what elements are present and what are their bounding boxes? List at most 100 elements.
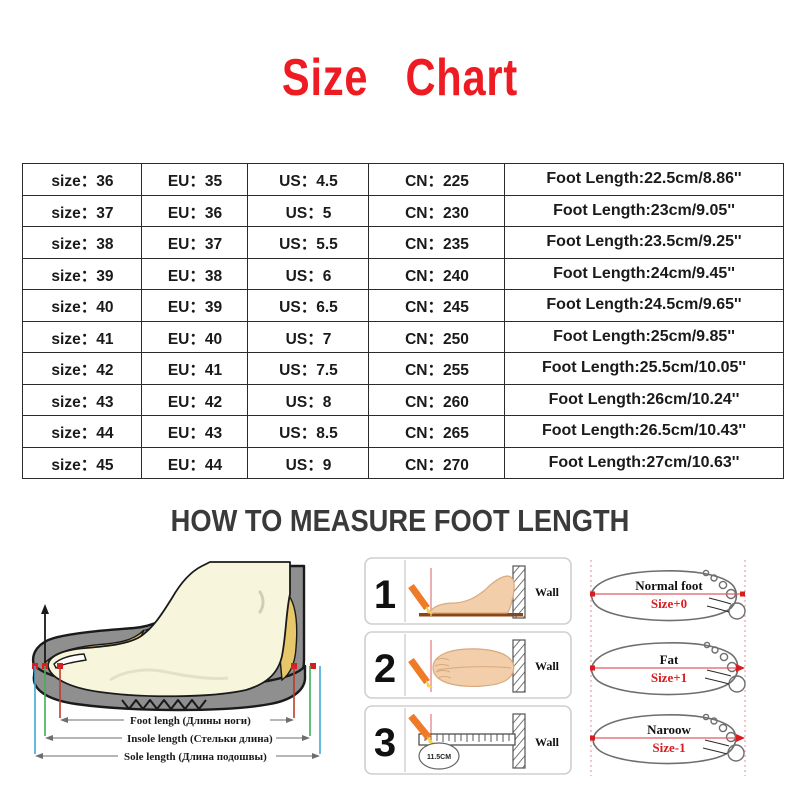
cell-cn: CN：235 xyxy=(370,226,503,259)
measure-steps-panel: 1 Wall 2 Wall 3 xyxy=(363,556,575,778)
fat-foot-label: Fat xyxy=(660,652,679,667)
cell-us: US：9 xyxy=(248,446,368,479)
step-2-wall-label: Wall xyxy=(535,659,560,673)
cell-size: size：45 xyxy=(23,446,141,479)
foot-type-fat: Fat Size+1 xyxy=(590,641,746,696)
narrow-foot-advice: Size-1 xyxy=(652,740,685,755)
cell-us: US：4.5 xyxy=(248,163,368,196)
foot-type-normal: Normal foot Size+0 xyxy=(590,569,746,622)
cell-size: size：40 xyxy=(23,289,141,322)
fat-foot-creases xyxy=(704,669,732,685)
fat-foot-advice: Size+1 xyxy=(651,670,687,685)
table-row: size：41 EU：40 US：7 CN：250 Foot Length:25… xyxy=(23,320,784,353)
cell-cn: CN：225 xyxy=(370,163,503,196)
step-3: 3 11.5CM Wall xyxy=(364,705,572,775)
step-2-pencil-body xyxy=(408,657,430,685)
arch-shading xyxy=(109,668,229,682)
cell-foot-length: Foot Length:25.5cm/10.05'' xyxy=(504,352,784,385)
cell-eu: EU：36 xyxy=(142,194,247,227)
step-1-pencil-body xyxy=(408,583,430,611)
cell-eu: EU：44 xyxy=(142,446,247,479)
narrow-foot-marker-left xyxy=(590,735,595,741)
toe-height-arrow-head xyxy=(41,604,49,614)
narrow-foot-toes xyxy=(702,713,745,762)
step-1: 1 Wall xyxy=(364,557,572,625)
normal-foot-advice: Size+0 xyxy=(651,596,687,611)
cell-cn: CN：260 xyxy=(370,383,503,416)
foot-types-panel: Normal foot Size+0 Fat Size+1 xyxy=(581,556,789,781)
how-to-measure-heading: HOW TO MEASURE FOOT LENGTH xyxy=(170,503,630,538)
normal-foot-marker-left xyxy=(590,591,595,597)
cell-eu: EU：38 xyxy=(142,257,247,290)
narrow-foot-outline xyxy=(592,714,737,765)
cell-eu: EU：35 xyxy=(142,163,247,196)
cell-size: size：41 xyxy=(23,320,141,353)
table-row: size：39 EU：38 US：6 CN：240 Foot Length:24… xyxy=(23,257,784,290)
cell-foot-length: Foot Length:23.5cm/9.25'' xyxy=(504,226,784,259)
cell-cn: CN：245 xyxy=(370,289,503,322)
cell-size: size：44 xyxy=(23,415,141,448)
table-row: size：44 EU：43 US：8.5 CN：265 Foot Length:… xyxy=(23,415,784,448)
cell-cn: CN：250 xyxy=(370,320,503,353)
dimension-arrowheads xyxy=(35,717,320,759)
table-row: size：38 EU：37 US：5.5 CN：235 Foot Length:… xyxy=(23,226,784,259)
table-row: size：40 EU：39 US：6.5 CN：245 Foot Length:… xyxy=(23,289,784,322)
table-row: size：36 EU：35 US：4.5 CN：225 Foot Length:… xyxy=(23,163,784,196)
cell-eu: EU：42 xyxy=(142,383,247,416)
fat-foot-marker-right xyxy=(736,664,745,672)
cell-size: size：37 xyxy=(23,194,141,227)
step-1-pencil-tip xyxy=(426,606,433,614)
step-1-floor xyxy=(419,613,523,617)
step-1-foot xyxy=(427,575,515,614)
cell-eu: EU：40 xyxy=(142,320,247,353)
cell-us: US：8.5 xyxy=(248,415,368,448)
dimension-lines xyxy=(37,719,318,757)
fat-foot-marker-left xyxy=(590,665,595,671)
fat-foot-outline xyxy=(590,642,739,696)
label-insole-length: Insole length (Стельки длина) xyxy=(127,733,273,745)
normal-foot-outline xyxy=(590,570,738,622)
cell-size: size：38 xyxy=(23,226,141,259)
cell-us: US：5 xyxy=(248,194,368,227)
cell-size: size：43 xyxy=(23,383,141,416)
cell-cn: CN：230 xyxy=(370,194,503,227)
step-3-pencil-body xyxy=(408,713,432,741)
step-2: 2 Wall xyxy=(364,631,572,699)
foot-shape xyxy=(47,561,291,698)
step-2-number: 2 xyxy=(374,647,396,691)
cell-eu: EU：43 xyxy=(142,415,247,448)
narrow-foot-label: Naroow xyxy=(647,722,691,737)
cell-eu: EU：39 xyxy=(142,289,247,322)
step-2-foot xyxy=(432,648,515,687)
cell-foot-length: Foot Length:22.5cm/8.86'' xyxy=(504,163,784,196)
cell-cn: CN：270 xyxy=(370,446,503,479)
step-2-wall-hatch xyxy=(512,639,526,693)
step-1-wall-hatch xyxy=(512,565,526,619)
anchor-sole-right xyxy=(310,663,316,669)
cell-size: size：36 xyxy=(23,163,141,196)
step-3-number: 3 xyxy=(374,721,396,765)
cell-us: US：6.5 xyxy=(248,289,368,322)
shoe-cross-section-diagram: Foot lengh (Длины ноги) Insole length (С… xyxy=(14,548,359,783)
cell-size: size：42 xyxy=(23,352,141,385)
cell-foot-length: Foot Length:27cm/10.63'' xyxy=(504,446,784,479)
foot-type-narrow: Naroow Size-1 xyxy=(590,713,745,765)
narrow-foot-marker-right xyxy=(736,734,745,742)
cell-size: size：39 xyxy=(23,257,141,290)
step-1-number: 1 xyxy=(374,573,396,617)
cell-foot-length: Foot Length:24cm/9.45'' xyxy=(504,257,784,290)
cell-eu: EU：37 xyxy=(142,226,247,259)
cell-foot-length: Foot Length:23cm/9.05'' xyxy=(504,194,784,227)
page-title: Size Chart xyxy=(281,49,519,107)
cell-us: US：7 xyxy=(248,320,368,353)
cell-cn: CN：255 xyxy=(370,352,503,385)
step-1-wall-label: Wall xyxy=(535,585,560,599)
cell-us: US：5.5 xyxy=(248,226,368,259)
cell-foot-length: Foot Length:25cm/9.85'' xyxy=(504,320,784,353)
step-3-ruler-reading: 11.5CM xyxy=(427,754,451,761)
cell-us: US：6 xyxy=(248,257,368,290)
step-3-wall-label: Wall xyxy=(535,735,560,749)
cell-foot-length: Foot Length:26cm/10.24'' xyxy=(504,383,784,416)
cell-foot-length: Foot Length:26.5cm/10.43'' xyxy=(504,415,784,448)
sole-tread-zigzag xyxy=(121,699,207,710)
